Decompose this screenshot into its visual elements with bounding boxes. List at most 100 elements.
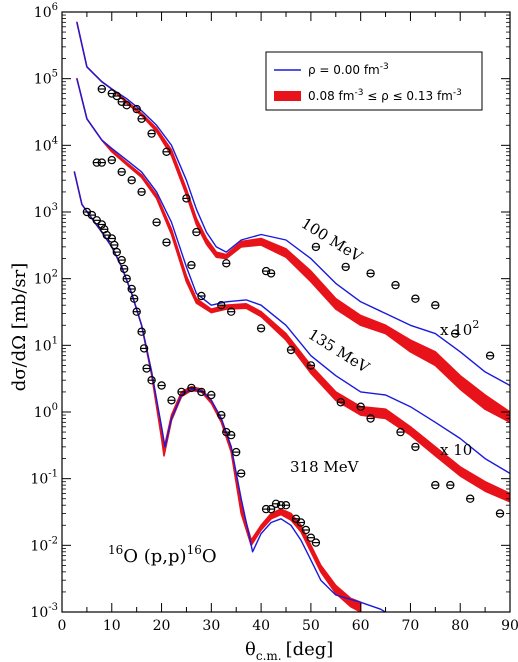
data-point-100-mev: [147, 129, 156, 138]
data-point-100-mev: [97, 84, 107, 94]
data-point-135-mev: [152, 218, 161, 227]
data-point-135-mev: [162, 238, 171, 247]
scale-factor-100: x 102: [440, 318, 479, 339]
scale-factor-135: x 10: [440, 441, 472, 459]
data-point-135-mev: [217, 301, 226, 310]
data-point-135-mev: [306, 361, 316, 370]
data-point-135-mev: [187, 260, 196, 270]
data-point-100-mev: [132, 104, 141, 114]
data-point-135-mev: [256, 324, 266, 333]
data-point-318-mev: [129, 294, 139, 303]
data-point-135-mev: [411, 442, 420, 452]
data-point-135-mev: [197, 291, 206, 301]
legend-band-sample: [274, 91, 301, 101]
data-point-135-mev: [97, 158, 107, 167]
y-tick-label: 101: [34, 335, 58, 354]
y-tick-label: 105: [34, 69, 58, 88]
reaction-label: 16O (p,p)16O: [108, 543, 217, 567]
data-point-100-mev: [451, 329, 460, 338]
legend-box: [265, 51, 483, 111]
data-point-318-mev: [157, 381, 166, 390]
data-point-318-mev: [132, 307, 141, 316]
y-tick-label: 104: [34, 135, 58, 154]
data-point-318-mev: [97, 220, 107, 229]
data-point-100-mev: [122, 100, 131, 110]
data-point-100-mev: [182, 194, 191, 203]
data-point-318-mev: [311, 538, 321, 547]
data-point-100-mev: [431, 301, 440, 310]
x-tick-label: 50: [302, 618, 320, 634]
data-point-318-mev: [92, 216, 102, 225]
data-point-318-mev: [301, 525, 311, 535]
x-tick-label: 0: [58, 618, 67, 634]
data-point-318-mev: [127, 284, 136, 294]
data-point-100-mev: [311, 242, 321, 252]
data-point-318-mev: [271, 499, 281, 508]
x-tick-label: 80: [451, 618, 469, 634]
data-point-318-mev: [306, 533, 316, 542]
x-tick-label: 30: [202, 618, 220, 634]
data-point-135-mev: [226, 307, 236, 316]
curve-135-mev: [76, 78, 510, 475]
data-point-318-mev: [167, 396, 176, 405]
x-axis-subscript: c.m.: [256, 649, 282, 662]
data-point-318-mev: [139, 344, 149, 353]
data-point-318-mev: [137, 327, 146, 336]
data-point-318-mev: [187, 383, 196, 393]
data-point-135-mev: [127, 175, 136, 185]
legend: ρ = 0.00 fm-3 0.08 fm-3 ≤ ρ ≤ 0.13 fm-3: [265, 51, 483, 111]
data-point-135-mev: [495, 509, 505, 518]
x-axis-symbol: θ: [245, 639, 256, 660]
x-tick-label: 70: [402, 618, 420, 634]
data-point-135-mev: [286, 345, 296, 355]
data-point-100-mev: [266, 269, 276, 278]
data-point-135-mev: [117, 167, 126, 177]
data-point-318-mev: [197, 387, 206, 397]
data-point-135-mev: [366, 414, 375, 423]
data-point-100-mev: [137, 114, 146, 124]
data-point-318-mev: [142, 364, 151, 373]
data-point-318-mev: [266, 504, 276, 514]
y-axis-title: dσ/dΩ [mb/sr]: [9, 263, 30, 392]
data-point-135-mev: [446, 480, 455, 490]
data-point-318-mev: [87, 210, 97, 220]
data-point-318-mev: [281, 501, 291, 510]
x-tick-label: 60: [352, 618, 370, 634]
data-point-318-mev: [147, 376, 156, 385]
x-tick-label: 40: [252, 618, 270, 634]
data-point-100-mev: [411, 294, 420, 303]
data-point-318-mev: [207, 390, 216, 400]
label-100-mev: 100 MeV: [298, 214, 367, 266]
data-point-318-mev: [110, 240, 119, 250]
data-point-318-mev: [112, 247, 122, 257]
data-point-100-mev: [162, 147, 171, 156]
y-tick-label: 100: [34, 402, 58, 421]
data-point-135-mev: [107, 155, 117, 165]
data-point-135-mev: [137, 187, 146, 197]
data-point-100-mev: [341, 262, 350, 272]
data-point-100-mev: [222, 259, 231, 268]
x-tick-label: 10: [103, 618, 121, 634]
data-point-100-mev: [192, 227, 201, 237]
y-tick-label: 102: [34, 269, 58, 288]
data-point-100-mev: [485, 351, 495, 360]
band-100-mev: [76, 21, 510, 424]
data-point-318-mev: [231, 447, 241, 457]
data-point-318-mev: [122, 274, 131, 283]
data-point-100-mev: [391, 280, 400, 290]
data-point-318-mev: [296, 518, 306, 527]
y-tick-label: 10-3: [30, 602, 58, 621]
data-point-135-mev: [356, 402, 365, 411]
y-tick-label: 103: [34, 202, 58, 221]
data-point-135-mev: [466, 494, 475, 503]
data-point-318-mev: [217, 410, 226, 420]
data-point-100-mev: [112, 91, 122, 101]
band-135-mev: [76, 77, 510, 503]
data-point-318-mev: [236, 469, 246, 478]
data-point-318-mev: [177, 387, 186, 397]
y-tick-label: 10-2: [30, 535, 58, 554]
data-point-318-mev: [117, 255, 126, 265]
data-point-100-mev: [366, 269, 375, 278]
data-point-318-mev: [119, 264, 129, 274]
